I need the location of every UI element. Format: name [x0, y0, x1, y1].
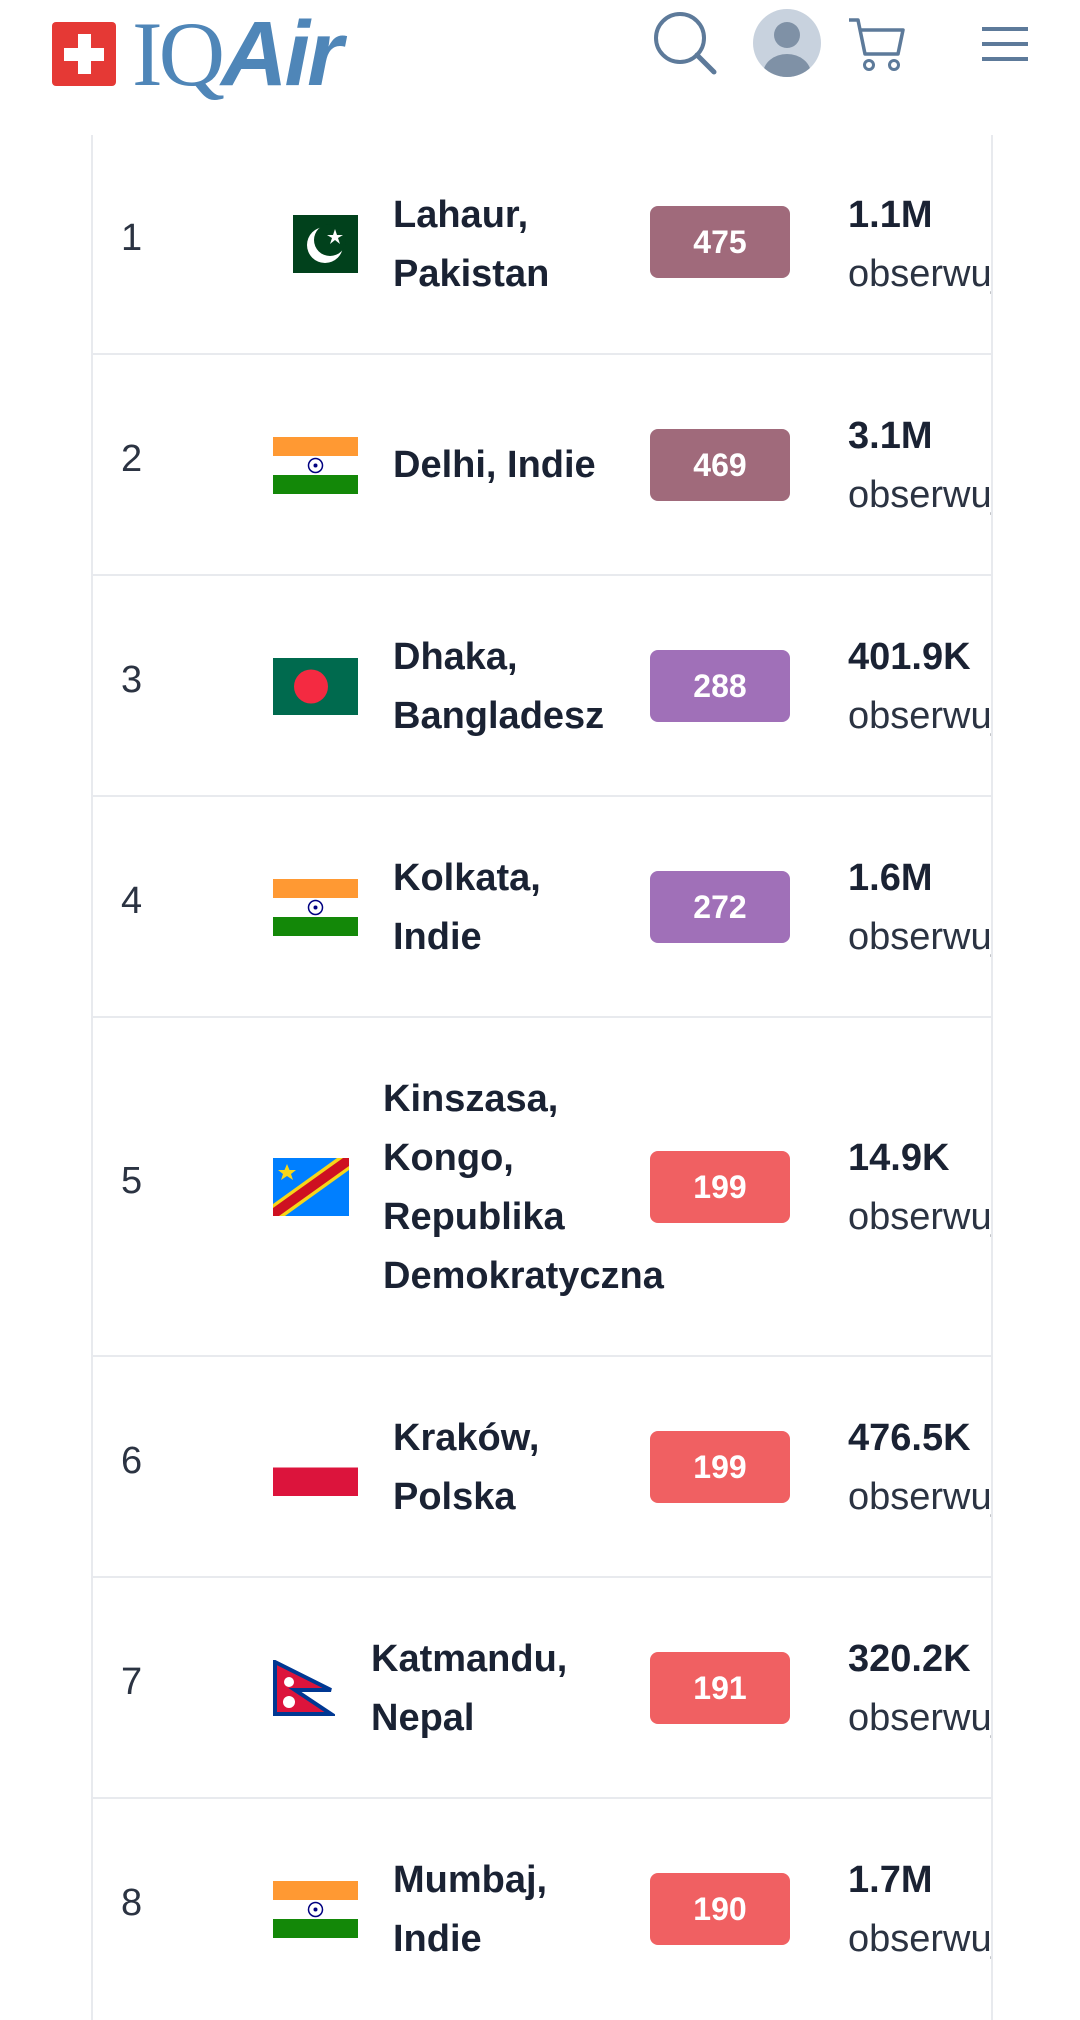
- hamburger-menu-icon[interactable]: [980, 24, 1030, 64]
- city-ranking-table: 1 Lahaur,Pakistan 475 1.1Mobserwujących …: [91, 135, 993, 2020]
- aqi-badge: 475: [650, 206, 790, 278]
- aqi-badge: 191: [650, 1652, 790, 1724]
- india-flag-icon: [273, 879, 358, 941]
- city-name[interactable]: Kolkata, Indie: [393, 857, 541, 958]
- aqi-badge: 469: [650, 429, 790, 501]
- table-row[interactable]: 6 Kraków,Polska 199 476.5Kobserwujących: [93, 1357, 991, 1578]
- logo-text: IQAir: [132, 2, 343, 105]
- table-row[interactable]: 4 Kolkata,Indie 272 1.6Mobserwujących: [93, 797, 991, 1018]
- followers-count: 1.7Mobserwujących: [848, 1859, 991, 1960]
- city-name[interactable]: Kinszasa, Kongo, Republika Demokratyczna: [383, 1078, 664, 1297]
- rank-number: 5: [121, 1160, 143, 1202]
- bangladesh-flag-icon: [273, 658, 358, 720]
- followers-count: 1.1Mobserwujących: [848, 194, 991, 295]
- table-row[interactable]: 3 Dhaka,Bangladesz 288 401.9Kobserwujący…: [93, 576, 991, 797]
- aqi-badge: 272: [650, 871, 790, 943]
- table-row[interactable]: 8 Mumbaj,Indie 190 1.7Mobserwujących: [93, 1799, 991, 2020]
- nepal-flag-icon: [273, 1658, 338, 1721]
- rank-number: 1: [121, 217, 143, 259]
- table-row[interactable]: 1 Lahaur,Pakistan 475 1.1Mobserwujących: [93, 135, 991, 355]
- followers-count: 1.6Mobserwujących: [848, 857, 991, 958]
- rank-number: 2: [121, 438, 143, 480]
- swiss-flag-icon: [52, 21, 116, 86]
- aqi-badge: 288: [650, 650, 790, 722]
- search-icon[interactable]: [650, 8, 720, 78]
- user-avatar-icon[interactable]: [752, 8, 822, 78]
- table-row[interactable]: 7 Katmandu,Nepal 191 320.2Kobserwujących: [93, 1578, 991, 1799]
- followers-count: 320.2Kobserwujących: [848, 1638, 991, 1739]
- india-flag-icon: [273, 1881, 358, 1943]
- table-row[interactable]: 2 Delhi, Indie 469 3.1Mobserwujących: [93, 355, 991, 576]
- table-row[interactable]: 5 Kinszasa, Kongo, Republika Demokratyczna …: [93, 1018, 991, 1357]
- aqi-badge: 199: [650, 1431, 790, 1503]
- followers-count: 14.9Kobserwujących: [848, 1137, 991, 1238]
- followers-count: 3.1Mobserwujących: [848, 415, 991, 516]
- shopping-cart-icon[interactable]: [846, 8, 908, 78]
- aqi-badge: 199: [650, 1151, 790, 1223]
- iqair-logo[interactable]: IQAir: [52, 2, 343, 105]
- city-name[interactable]: Lahaur, Pakistan: [393, 194, 550, 295]
- aqi-badge: 190: [650, 1873, 790, 1945]
- city-name[interactable]: Katmandu, Nepal: [371, 1638, 568, 1739]
- rank-number: 8: [121, 1882, 143, 1924]
- india-flag-icon: [273, 437, 358, 499]
- followers-count: 401.9Kobserwujących: [848, 636, 991, 737]
- rank-number: 6: [121, 1440, 143, 1482]
- pakistan-flag-icon: [293, 215, 358, 278]
- rank-number: 4: [121, 880, 143, 922]
- city-name[interactable]: Kraków, Polska: [393, 1417, 540, 1518]
- rank-number: 7: [121, 1661, 143, 1703]
- city-name[interactable]: Mumbaj, Indie: [393, 1859, 548, 1960]
- site-header: IQAir: [0, 0, 1080, 135]
- city-name[interactable]: Dhaka, Bangladesz: [393, 636, 605, 737]
- followers-count: 476.5Kobserwujących: [848, 1417, 991, 1518]
- poland-flag-icon: [273, 1439, 358, 1501]
- rank-number: 3: [121, 659, 143, 701]
- dr-congo-flag-icon: [273, 1158, 349, 1221]
- city-name[interactable]: Delhi, Indie: [393, 444, 596, 486]
